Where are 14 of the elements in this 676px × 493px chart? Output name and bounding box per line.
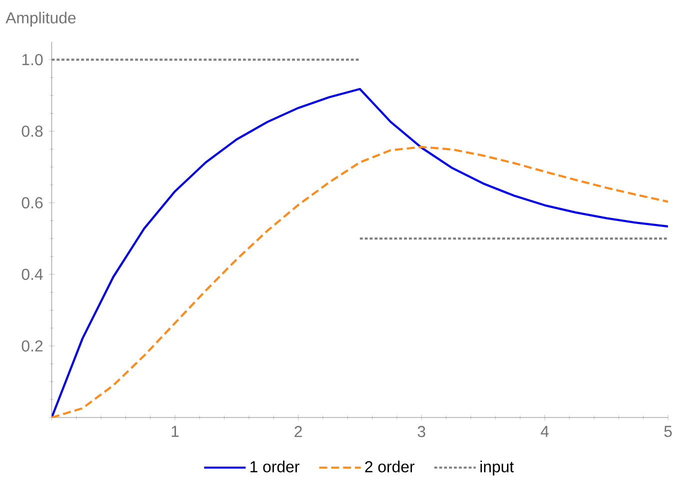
legend-label: input [480, 460, 514, 476]
y-tick-label: 0.2 [22, 340, 43, 352]
y-tick-label: 0.6 [22, 197, 43, 208]
legend-label: 2 order [365, 460, 414, 472]
x-tick-label: 5 [664, 426, 672, 437]
x-tick-label: 4 [540, 426, 549, 437]
legend-label: 1 order [250, 460, 300, 472]
y-tick-label: 0.4 [22, 268, 43, 280]
x-tick-label: 2 [294, 426, 302, 437]
x-tick-label: 3 [418, 426, 426, 438]
y-tick-label: 0.8 [22, 126, 43, 137]
y-tick-label: 1.0 [22, 54, 43, 66]
x-tick-label: 1 [172, 426, 179, 437]
y-axis-title: Amplitude [6, 12, 76, 27]
